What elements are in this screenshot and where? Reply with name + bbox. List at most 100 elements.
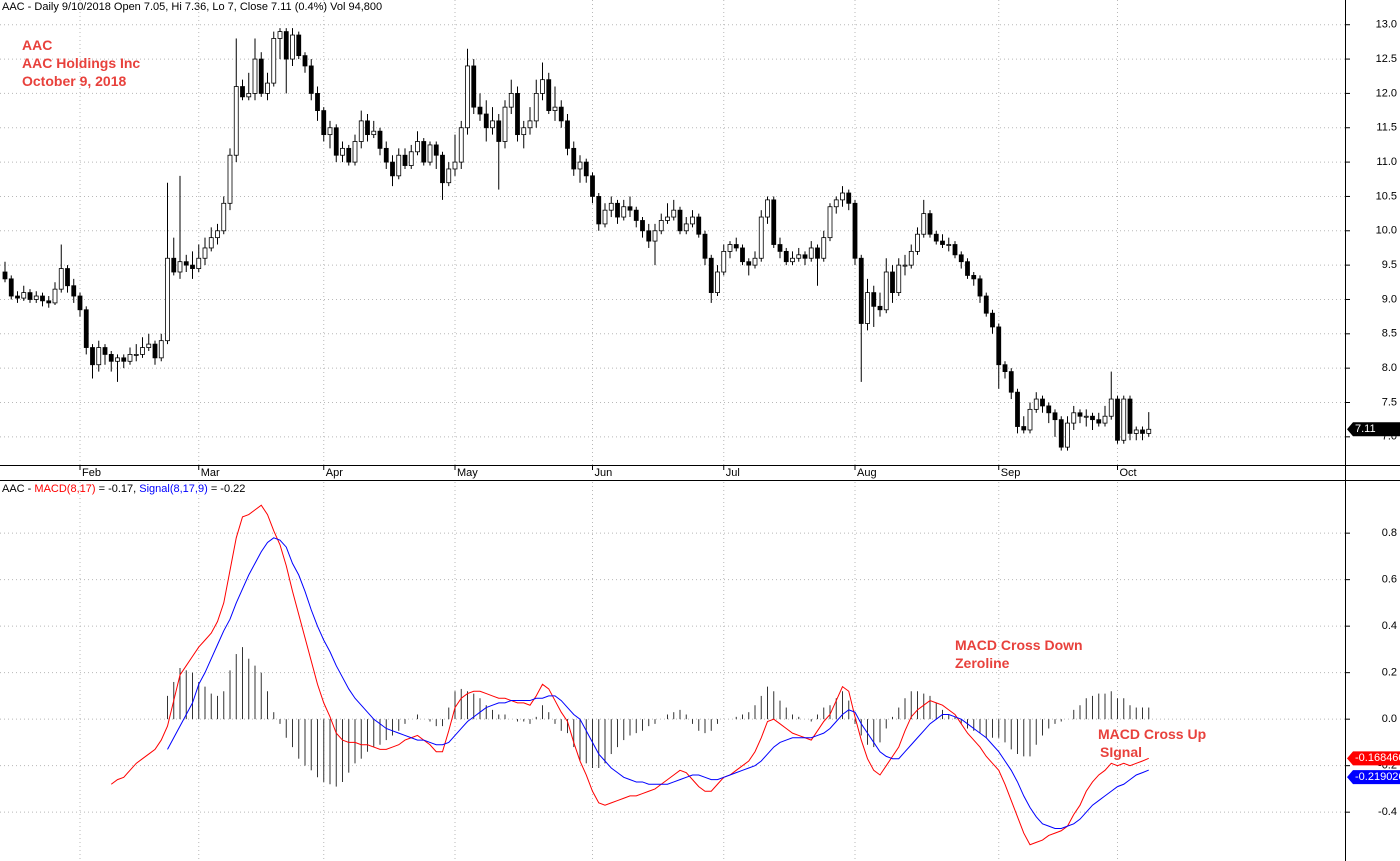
candle-body <box>352 141 358 163</box>
candle-body <box>52 288 58 304</box>
candle-body <box>783 250 789 263</box>
y-tick-label: 13.0 <box>1376 19 1397 31</box>
candle-body <box>577 161 583 170</box>
candle-body <box>658 220 664 232</box>
candle-body <box>446 168 452 184</box>
candle-body <box>521 127 527 136</box>
candle-body <box>652 230 658 242</box>
candle-body <box>1146 428 1152 434</box>
candle-body <box>958 254 964 263</box>
y-tick-label: 0.8 <box>1382 527 1397 539</box>
y-tick-label: 10.5 <box>1376 190 1397 202</box>
candle-body <box>1002 364 1008 372</box>
candle-body <box>258 58 264 94</box>
legend-value: = -0.17, <box>99 483 137 495</box>
price-header: AAC - Daily 9/10/2018 Open 7.05, Hi 7.36… <box>2 1 382 13</box>
candle-body <box>1121 398 1127 441</box>
candle-body <box>827 206 833 239</box>
candle-body <box>21 292 27 299</box>
candle-body <box>852 202 858 259</box>
last-price-label: 7.11 <box>1355 423 1376 435</box>
candle-body <box>752 257 758 266</box>
candle-body <box>202 247 208 259</box>
y-tick-label: 10.0 <box>1376 225 1397 237</box>
candle-body <box>1108 398 1114 417</box>
candle-body <box>440 154 445 184</box>
candle-body <box>983 295 989 314</box>
annotation: AAC Holdings Inc <box>22 55 140 71</box>
candle-body <box>127 354 133 362</box>
candle-body <box>27 292 33 300</box>
candle-body <box>846 192 852 204</box>
y-tick-label: 9.0 <box>1382 293 1397 305</box>
layer <box>2 28 1152 846</box>
candle-body <box>183 261 189 266</box>
candle-body <box>358 120 364 142</box>
candle-body <box>483 113 489 129</box>
candle-body <box>140 347 145 355</box>
candle-body <box>1027 408 1033 431</box>
annotation: MACD Cross Down <box>955 637 1083 653</box>
candle-body <box>71 285 77 297</box>
x-tick-label: Jul <box>726 467 740 479</box>
candle-body <box>952 244 958 256</box>
y-tick-label: 12.0 <box>1376 87 1397 99</box>
candle-body <box>696 216 702 235</box>
candle-body <box>496 120 502 142</box>
candle-body <box>902 264 908 267</box>
candle-body <box>371 130 377 136</box>
candle-body <box>1090 415 1095 421</box>
candle-body <box>871 292 877 307</box>
candle-body <box>1077 412 1083 417</box>
candle-body <box>171 257 177 273</box>
candle-body <box>627 206 633 211</box>
candle-body <box>296 34 302 57</box>
x-tick-label: Jun <box>595 467 613 479</box>
candle-body <box>15 295 20 299</box>
candle-body <box>1133 429 1139 434</box>
candle-body <box>1083 415 1089 418</box>
candle-body <box>458 127 464 163</box>
candle-body <box>971 275 977 280</box>
candle-body <box>640 220 645 232</box>
x-tick-label: Sep <box>1001 467 1021 479</box>
candle-body <box>365 120 370 136</box>
candle-body <box>408 151 414 166</box>
candle-body <box>377 130 383 149</box>
candle-body <box>808 247 814 259</box>
candle-body <box>908 250 914 266</box>
candle-body <box>115 357 120 362</box>
candle-body <box>877 305 883 311</box>
legend-name: Signal(8,17,9) <box>139 483 208 495</box>
candle-body <box>715 271 720 293</box>
candle-body <box>615 202 620 218</box>
candle-body <box>290 34 295 60</box>
y-tick-label: 11.0 <box>1376 156 1397 168</box>
candle-body <box>765 199 770 218</box>
candle-body <box>608 202 614 211</box>
candle-body <box>833 199 839 208</box>
candle-body <box>790 257 795 263</box>
candle-body <box>133 354 139 356</box>
candle-body <box>746 261 752 266</box>
candle-body <box>515 93 520 136</box>
candle-body <box>90 347 95 366</box>
candle-body <box>246 93 252 98</box>
annotation: AAC <box>22 37 52 53</box>
candle-body <box>1071 412 1077 424</box>
candle-body <box>571 147 577 170</box>
candle-body <box>915 233 920 252</box>
candle-body <box>1140 429 1145 434</box>
y-tick-label: 7.5 <box>1382 396 1397 408</box>
x-tick-label: May <box>457 467 478 479</box>
last-value-label-bg <box>1347 770 1400 785</box>
candle-body <box>583 161 589 177</box>
candle-body <box>771 199 777 245</box>
y-tick-label: -0.4 <box>1378 806 1397 818</box>
candle-body <box>533 93 539 122</box>
y-tick-label: 9.5 <box>1382 259 1397 271</box>
candle-body <box>977 278 983 297</box>
candle-body <box>777 244 783 252</box>
candle-body <box>333 127 339 156</box>
